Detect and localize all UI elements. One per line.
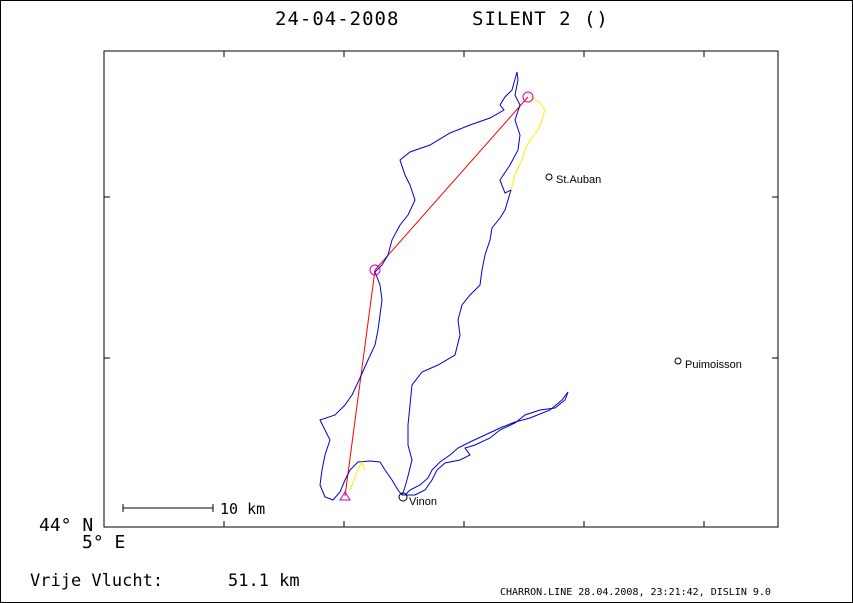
scale-label: 10 km	[220, 500, 266, 518]
place-label: Puimoisson	[685, 359, 742, 371]
start-marker	[339, 491, 351, 501]
task-line	[344, 96, 529, 497]
turnpoint-marker	[522, 91, 534, 103]
engine-segment-start	[349, 460, 366, 491]
latitude-label: 44° N	[39, 515, 94, 536]
map-border	[103, 50, 779, 528]
engine-segment	[510, 95, 546, 191]
flight-date: 24-04-2008	[275, 8, 400, 30]
scale-bar	[122, 504, 214, 512]
turnpoint-marker	[369, 264, 381, 276]
place-marker	[545, 173, 553, 181]
place-label: Vinon	[409, 496, 437, 508]
glider-name: SILENT 2 ()	[472, 8, 609, 30]
distance-value: 51.1 km	[228, 571, 300, 591]
place-label: St.Auban	[556, 174, 602, 186]
axis-ticks	[104, 51, 778, 527]
footer-source: CHARRON.LINE 28.04.2008, 23:21:42, DISLI…	[500, 587, 771, 598]
place-marker	[398, 492, 408, 502]
place-marker	[674, 357, 682, 365]
flight-track	[319, 71, 569, 501]
distance-label: Vrije Vlucht:	[30, 571, 164, 591]
longitude-label: 5° E	[82, 532, 126, 553]
